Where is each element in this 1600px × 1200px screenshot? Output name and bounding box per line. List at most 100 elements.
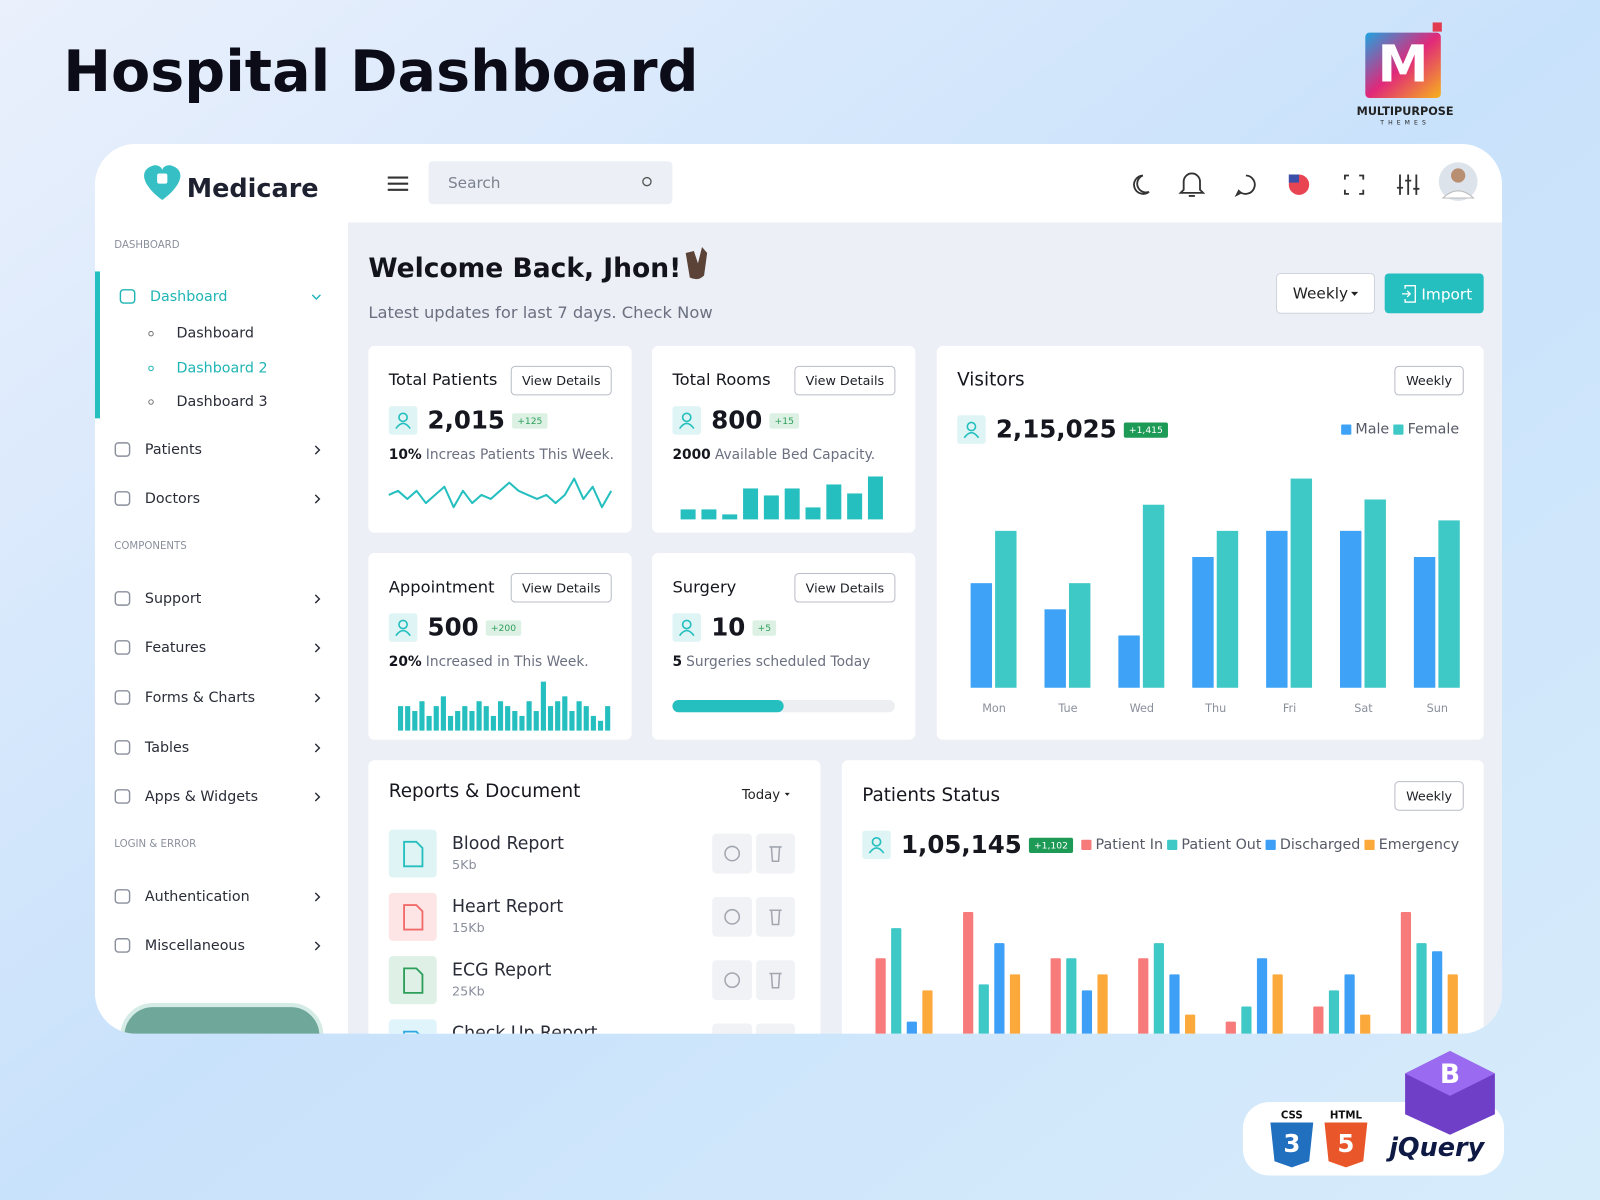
- spark-bar: [597, 720, 604, 731]
- x-tick-label: Sat: [1354, 702, 1373, 715]
- period-filter[interactable]: Today: [741, 788, 780, 803]
- import-button[interactable]: [1384, 273, 1484, 314]
- download-button[interactable]: [712, 960, 753, 1000]
- file-icon-bg: [388, 1019, 437, 1034]
- x-tick-label: Mon: [982, 702, 1006, 715]
- jquery-label: jQuery: [1385, 1133, 1485, 1163]
- page-title: Hospital Dashboard: [63, 39, 698, 105]
- stat-value: 2,015: [428, 405, 505, 434]
- card-note: 20% Increased in This Week.: [389, 654, 589, 670]
- logo-text: Medicare: [187, 174, 319, 204]
- messages[interactable]: [1234, 174, 1256, 197]
- download-icon: [724, 845, 741, 862]
- spark-bar: [476, 701, 482, 731]
- menu-item[interactable]: Features: [145, 640, 206, 656]
- stat-card: Total Patients View Details 2,015 +125 10% In…: [368, 345, 632, 533]
- period-select[interactable]: [1276, 272, 1375, 314]
- legend-label: Patient Out: [1181, 837, 1261, 853]
- card-title: Patients Status: [862, 785, 1000, 806]
- bar: [1340, 530, 1362, 688]
- bar: [1256, 958, 1268, 1034]
- file-icon: [403, 967, 424, 994]
- submenu-item[interactable]: Dashboard 2: [177, 360, 268, 376]
- menu-item[interactable]: Apps & Widgets: [145, 789, 258, 805]
- bar: [1413, 557, 1436, 688]
- menu-item[interactable]: Authentication: [145, 889, 250, 905]
- menu-item[interactable]: Tables: [144, 740, 189, 756]
- stat-change-badge: [485, 620, 522, 636]
- stat-icon-glyph: [966, 421, 977, 432]
- menu-chevron: [314, 494, 321, 504]
- download-button[interactable]: [712, 833, 753, 874]
- theme-toggle[interactable]: [1133, 174, 1150, 195]
- delete-icon: [769, 972, 782, 989]
- menu-item[interactable]: Dashboard: [150, 289, 227, 305]
- button[interactable]: [794, 572, 896, 603]
- button[interactable]: [1394, 365, 1464, 396]
- card-title: Total Rooms: [671, 370, 770, 389]
- card-surface: [368, 760, 821, 1034]
- stat-icon-glyph: [395, 422, 411, 430]
- delete-button[interactable]: [756, 1023, 795, 1063]
- menu-item[interactable]: Forms & Charts: [145, 690, 255, 706]
- menu-icon: [114, 789, 131, 804]
- file-icon-bg: [388, 829, 437, 878]
- menu-item[interactable]: Support: [145, 591, 202, 607]
- legend-label: Patient In: [1096, 837, 1163, 853]
- delete-button[interactable]: [756, 960, 795, 1000]
- bar: [906, 1021, 917, 1034]
- file-icon-bg: [388, 956, 437, 1005]
- submenu-bullet: [148, 399, 154, 405]
- sparkline: [388, 477, 613, 509]
- caret: [1351, 291, 1359, 296]
- bar: [1068, 583, 1091, 688]
- notifications[interactable]: [1178, 172, 1206, 197]
- delete-button[interactable]: [756, 896, 795, 937]
- x-tick-label: Fri: [1283, 702, 1296, 715]
- spark-bar: [547, 706, 554, 731]
- settings[interactable]: [1396, 174, 1420, 195]
- download-button[interactable]: [712, 1023, 753, 1063]
- menu-item[interactable]: Patients: [145, 442, 202, 458]
- file-name: Blood Report: [452, 834, 564, 854]
- menu-chevron: [314, 693, 321, 703]
- bootstrap-letter: B: [1440, 1059, 1460, 1090]
- stat-change: +1,102: [1034, 840, 1068, 851]
- card-note-text: Increas Patients This Week.: [426, 447, 614, 463]
- menu-item[interactable]: Miscellaneous: [145, 938, 245, 954]
- download-button[interactable]: [712, 896, 753, 937]
- file-size: 5Kb: [452, 858, 477, 873]
- stat-icon-glyph: [681, 619, 692, 630]
- stat-change-badge: [752, 620, 777, 636]
- bar: [1169, 974, 1180, 1034]
- x-tick-label: Wed: [1130, 702, 1154, 715]
- button[interactable]: [1394, 781, 1464, 811]
- menu-icon: [119, 289, 136, 304]
- stat-icon-glyph: [681, 412, 692, 423]
- delete-button[interactable]: [756, 833, 795, 874]
- menu-toggle[interactable]: [387, 176, 409, 191]
- button[interactable]: [794, 365, 896, 396]
- spark-bar: [433, 706, 439, 731]
- bar: [1241, 1006, 1252, 1034]
- bar: [1192, 557, 1214, 688]
- menu-item[interactable]: Doctors: [145, 491, 200, 507]
- submenu-item[interactable]: Dashboard 3: [177, 394, 268, 410]
- bar: [1153, 943, 1164, 1034]
- spark-bar: [562, 696, 568, 731]
- stat-value: 10: [711, 613, 745, 642]
- bar: [1447, 974, 1458, 1034]
- bar: [1438, 520, 1460, 688]
- search-box[interactable]: [428, 161, 673, 205]
- stat-card: Surgery View Details 10 +5 5 Surgeries schedu…: [652, 553, 916, 740]
- submenu-item[interactable]: Dashboard: [177, 326, 254, 342]
- button[interactable]: [510, 365, 612, 396]
- stat-card: Total Rooms View Details 800 +15 2000 Availab…: [652, 345, 916, 533]
- menu-chevron: [314, 445, 321, 455]
- stat-change-badge: [769, 413, 800, 429]
- stat-icon-glyph: [398, 619, 408, 630]
- fullscreen[interactable]: [1343, 174, 1365, 195]
- button[interactable]: [510, 572, 612, 603]
- menu-chevron: [314, 792, 321, 802]
